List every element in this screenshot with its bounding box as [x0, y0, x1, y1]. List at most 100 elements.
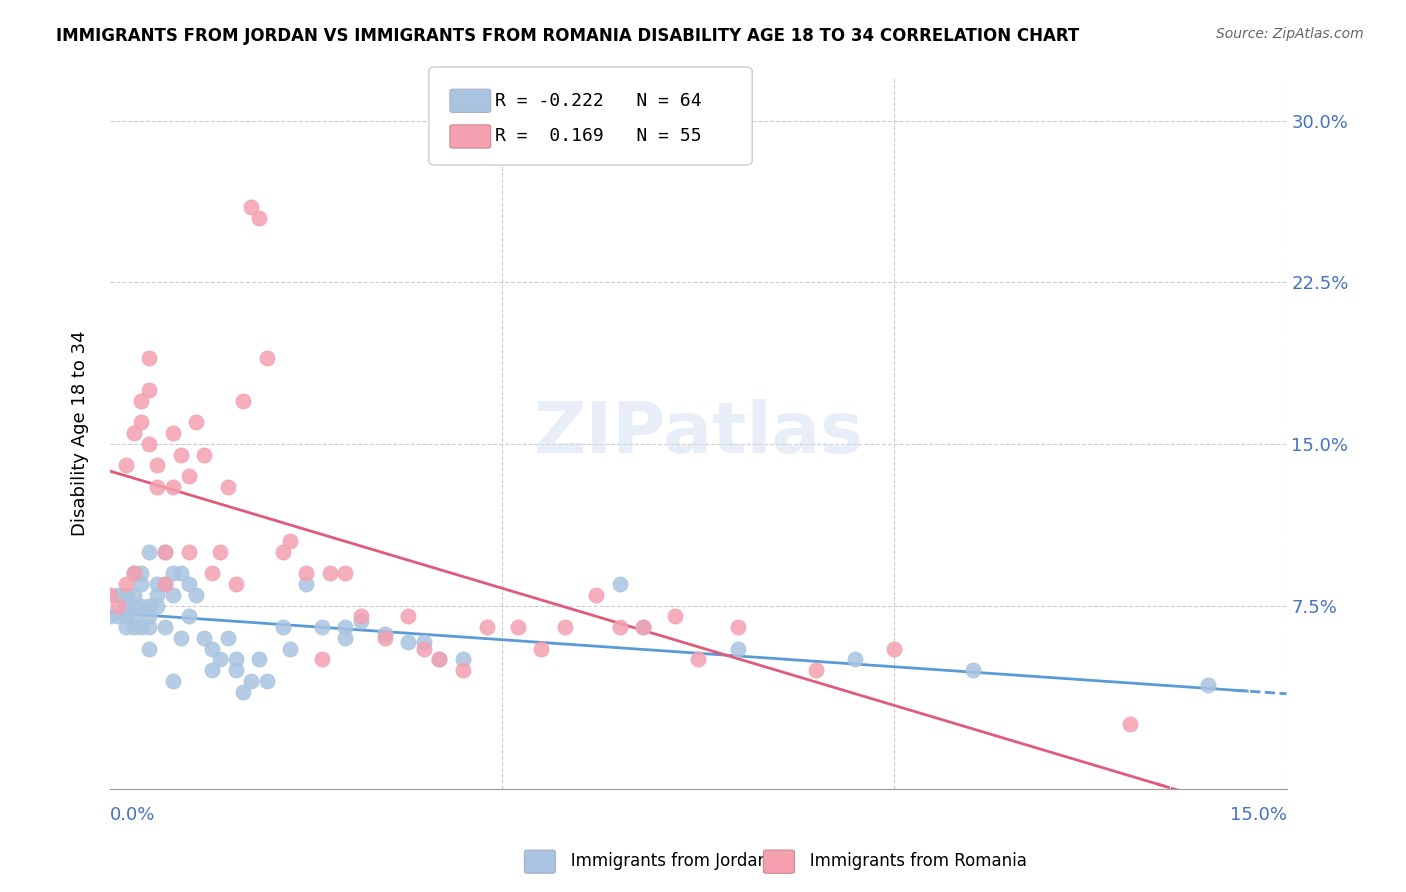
Point: [883, 641, 905, 656]
Point: [962, 663, 984, 677]
Point: [335, 631, 357, 645]
Point: [201, 641, 224, 656]
Point: [727, 641, 749, 656]
Point: [633, 620, 655, 634]
Point: [201, 566, 224, 581]
Point: [177, 544, 200, 558]
Point: [225, 663, 247, 677]
Text: 0.0%: 0.0%: [110, 806, 156, 824]
Point: [138, 437, 160, 451]
Text: R =  0.169   N = 55: R = 0.169 N = 55: [495, 128, 702, 145]
Point: [177, 577, 200, 591]
Point: [153, 544, 176, 558]
Point: [138, 641, 160, 656]
Point: [162, 480, 184, 494]
Point: [131, 620, 153, 634]
Text: IMMIGRANTS FROM JORDAN VS IMMIGRANTS FROM ROMANIA DISABILITY AGE 18 TO 34 CORREL: IMMIGRANTS FROM JORDAN VS IMMIGRANTS FRO…: [56, 27, 1080, 45]
Point: [311, 620, 333, 634]
Text: Immigrants from Romania: Immigrants from Romania: [773, 852, 1028, 870]
Point: [585, 588, 607, 602]
Point: [153, 620, 176, 634]
Point: [232, 393, 254, 408]
Point: [146, 588, 169, 602]
Point: [412, 635, 434, 649]
Point: [122, 566, 145, 581]
Point: [350, 614, 373, 628]
Point: [247, 211, 270, 225]
Text: 15.0%: 15.0%: [1230, 806, 1286, 824]
Point: [318, 566, 340, 581]
Point: [688, 652, 710, 666]
Point: [107, 609, 129, 624]
Point: [131, 577, 153, 591]
Point: [114, 458, 136, 473]
Point: [122, 566, 145, 581]
Point: [451, 663, 474, 677]
Text: Source: ZipAtlas.com: Source: ZipAtlas.com: [1216, 27, 1364, 41]
Point: [256, 674, 278, 689]
Point: [122, 426, 145, 441]
Point: [114, 620, 136, 634]
Point: [122, 620, 145, 634]
Point: [162, 426, 184, 441]
Point: [201, 663, 224, 677]
Point: [153, 544, 176, 558]
Point: [217, 631, 239, 645]
Point: [335, 566, 357, 581]
Point: [131, 566, 153, 581]
Point: [146, 599, 169, 613]
Point: [271, 544, 294, 558]
Point: [193, 631, 215, 645]
Point: [107, 588, 129, 602]
Point: [186, 588, 208, 602]
Text: R = -0.222   N = 64: R = -0.222 N = 64: [495, 92, 702, 110]
Point: [169, 566, 191, 581]
Point: [396, 635, 419, 649]
Text: ZIPatlas: ZIPatlas: [533, 399, 863, 467]
Point: [225, 577, 247, 591]
Point: [114, 609, 136, 624]
Point: [208, 652, 231, 666]
Point: [506, 620, 529, 634]
Point: [146, 577, 169, 591]
Point: [162, 588, 184, 602]
Point: [664, 609, 686, 624]
Point: [131, 393, 153, 408]
Point: [374, 626, 396, 640]
Point: [138, 351, 160, 365]
Point: [609, 577, 631, 591]
Point: [280, 533, 302, 548]
Point: [240, 200, 263, 214]
Point: [844, 652, 866, 666]
Point: [247, 652, 270, 666]
Point: [280, 641, 302, 656]
Point: [169, 631, 191, 645]
Point: [186, 415, 208, 429]
Point: [193, 448, 215, 462]
Point: [609, 620, 631, 634]
Point: [554, 620, 576, 634]
Point: [217, 480, 239, 494]
Point: [335, 620, 357, 634]
Point: [225, 652, 247, 666]
Point: [271, 620, 294, 634]
Point: [122, 609, 145, 624]
Y-axis label: Disability Age 18 to 34: Disability Age 18 to 34: [72, 330, 89, 536]
Point: [138, 383, 160, 397]
Point: [153, 577, 176, 591]
Point: [146, 458, 169, 473]
Point: [138, 609, 160, 624]
Point: [232, 685, 254, 699]
Point: [138, 544, 160, 558]
Point: [240, 674, 263, 689]
Point: [295, 566, 318, 581]
Point: [475, 620, 498, 634]
Point: [633, 620, 655, 634]
Point: [98, 588, 121, 602]
Point: [412, 641, 434, 656]
Point: [146, 480, 169, 494]
Point: [98, 609, 121, 624]
Point: [429, 652, 451, 666]
Point: [122, 588, 145, 602]
Text: Immigrants from Jordan: Immigrants from Jordan: [534, 852, 768, 870]
